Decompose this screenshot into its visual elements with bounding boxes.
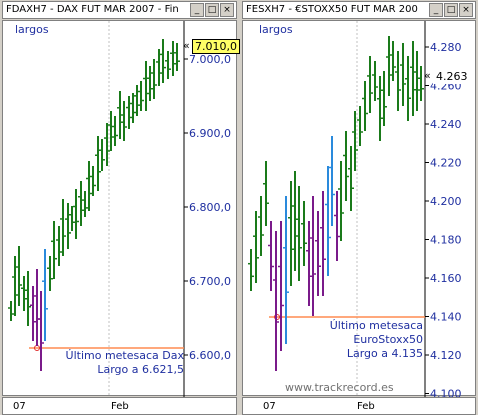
annotation: Último metesaca EuroStoxx50 Largo a 4.13… [330,319,423,361]
current-price-tag: 7.010,0 [192,39,240,54]
x-label-07: 07 [263,401,276,412]
y-tick-label: 7.000,0 [189,53,231,66]
price-chart[interactable]: 4.280 4.260 4.240 4.220 4.200 4.180 4.160 4.140… [242,20,476,398]
y-tick-label: 4.120 [430,349,462,362]
y-tick-label: 6.700,0 [189,275,231,288]
window-title: FDAXH7 - DAX FUT MAR 2007 - Fin d [6,4,179,15]
annotation-line: Largo a 4.135 [346,347,423,360]
annotation-line: Largo a 6.621,5 [97,363,184,376]
x-label-feb: Feb [111,401,129,412]
price-marker: « [183,39,190,52]
bars-canvas: 7.000,0 6.900,0 6.800,0 6.700,0 6.600,0 [8,21,231,397]
y-tick-label: 4.280 [430,41,462,54]
close-icon[interactable]: × [459,3,473,17]
y-tick-label: 4.200 [430,195,462,208]
time-axis: 07 Feb [242,397,476,415]
minimize-icon[interactable]: _ [429,3,443,17]
title-bar[interactable]: FDAXH7 - DAX FUT MAR 2007 - Fin d _ □ × [2,1,237,19]
window-title: FESXH7 - €STOXX50 FUT MAR 2007 [246,4,418,15]
maximize-icon[interactable]: □ [205,3,219,17]
price-marker: « [424,69,431,82]
annotation: Último metesaca Dax Largo a 6.621,5 [66,349,184,377]
maximize-icon[interactable]: □ [444,3,458,17]
current-price-tag: 4.263 [433,69,471,84]
y-tick-label: 4.220 [430,157,462,170]
annotation-line: Último metesaca Dax [65,349,184,362]
y-tick-label: 4.140 [430,311,462,324]
chart-tag: largos [15,23,49,36]
x-label-07: 07 [13,401,26,412]
dax-chart-window: FDAXH7 - DAX FUT MAR 2007 - Fin d _ □ × … [0,0,240,415]
annotation-line: Último metesaca [329,319,423,332]
eurostoxx-chart-window: FESXH7 - €STOXX50 FUT MAR 2007 _ □ × 4.2… [240,0,478,415]
y-tick-label: 4.160 [430,272,462,285]
close-icon[interactable]: × [220,3,234,17]
title-bar[interactable]: FESXH7 - €STOXX50 FUT MAR 2007 _ □ × [242,1,476,19]
x-label-feb: Feb [357,401,375,412]
watermark: www.trackrecord.es [285,381,394,394]
y-tick-label: 6.600,0 [189,349,231,362]
minimize-icon[interactable]: _ [190,3,204,17]
bars-canvas: 4.2804.2604.2404.2204.2004.1804.1604.140… [248,21,462,398]
price-chart[interactable]: 7.000,0 6.900,0 6.800,0 6.700,0 6.600,0 larg… [2,20,240,397]
y-tick-label: 4.240 [430,118,462,131]
y-tick-label: 4.180 [430,234,462,247]
y-tick-label: 4.100 [430,388,462,398]
time-axis: 07 Feb [2,397,237,415]
y-tick-label: 6.800,0 [189,201,231,214]
annotation-line: EuroStoxx50 [353,333,423,346]
chart-tag: largos [259,23,293,36]
y-tick-label: 6.900,0 [189,127,231,140]
